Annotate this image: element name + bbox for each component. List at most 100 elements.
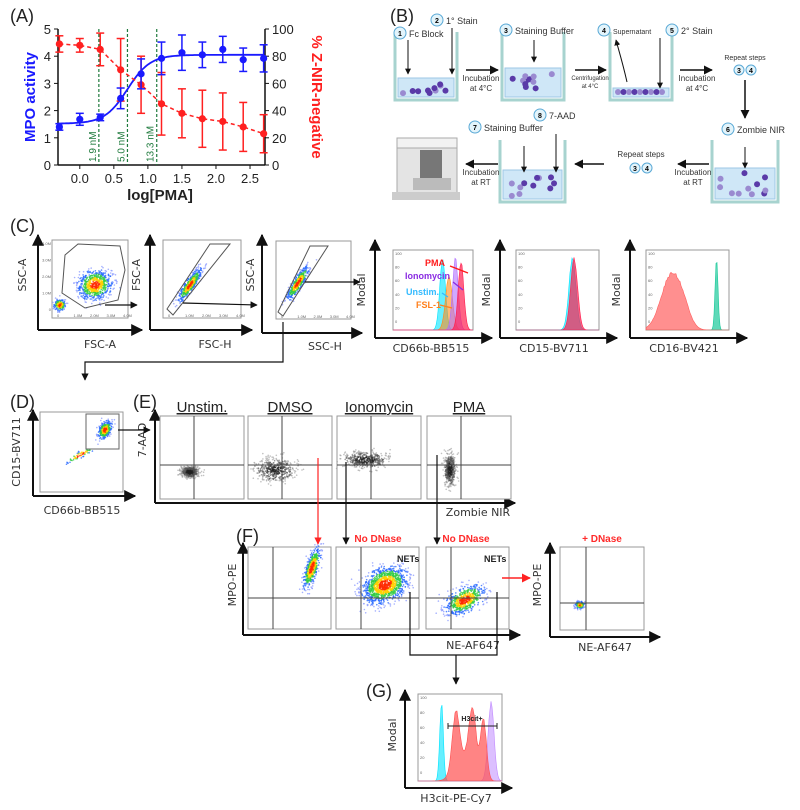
event-dot xyxy=(103,275,106,277)
event-dot xyxy=(100,280,102,282)
event-dot xyxy=(198,277,201,280)
event-dot xyxy=(202,474,205,477)
event-dot xyxy=(100,294,103,296)
event-dot xyxy=(82,274,84,276)
x-axis-label: log[PMA] xyxy=(127,187,193,204)
event-dot xyxy=(84,452,86,455)
event-dot xyxy=(271,456,273,458)
event-dot xyxy=(107,268,110,271)
cell-icon xyxy=(745,185,752,192)
step-badge: 4 xyxy=(645,166,649,173)
cell-icon xyxy=(400,90,407,97)
event-dot xyxy=(277,470,280,473)
x-tick-label: 0.5 xyxy=(105,171,123,186)
event-dot xyxy=(267,477,269,479)
tick-label: 3.0M xyxy=(107,313,116,318)
event-dot xyxy=(319,554,322,557)
mpo-point xyxy=(157,54,166,62)
event-dot xyxy=(449,467,452,469)
event-dot xyxy=(188,281,191,283)
event-dot xyxy=(315,562,318,564)
cell-icon xyxy=(508,180,515,187)
plot-frame xyxy=(247,415,333,500)
event-dot xyxy=(280,453,282,455)
event-dot xyxy=(449,490,452,492)
event-dot xyxy=(101,429,103,431)
event-dot xyxy=(76,456,79,459)
event-dot xyxy=(187,282,189,285)
tick-label: 4.0M xyxy=(236,313,245,318)
event-dot xyxy=(346,459,349,462)
mpo-point xyxy=(178,49,186,57)
event-dot xyxy=(107,279,110,281)
event-dot xyxy=(445,469,448,472)
event-dot xyxy=(289,296,292,299)
event-dot xyxy=(304,589,307,592)
event-dot xyxy=(450,452,452,455)
event-dot xyxy=(321,558,324,560)
event-dot xyxy=(89,277,92,279)
mpo-point xyxy=(76,115,84,123)
event-dot xyxy=(308,583,311,586)
step-number: 7 xyxy=(473,125,477,132)
event-dot xyxy=(269,455,272,457)
event-dot xyxy=(301,275,304,277)
event-dot xyxy=(78,271,81,273)
event-dot xyxy=(180,293,183,296)
event-dot xyxy=(293,470,296,472)
event-dot xyxy=(179,293,181,296)
event-dot xyxy=(355,449,357,451)
event-dot xyxy=(268,478,271,480)
event-dot xyxy=(375,469,377,472)
legend-fsl1: FSL-1 xyxy=(416,300,441,310)
event-dot xyxy=(282,481,285,483)
event-dot xyxy=(98,285,101,288)
event-dot xyxy=(78,280,80,283)
event-dot xyxy=(185,293,187,295)
cell-icon xyxy=(442,87,449,94)
event-dot xyxy=(189,279,192,282)
event-dot xyxy=(89,292,91,295)
event-dot xyxy=(97,290,100,292)
event-dot xyxy=(457,452,460,454)
event-dot xyxy=(446,452,449,455)
event-dot xyxy=(361,455,364,457)
y-tick-label-left: 4 xyxy=(44,49,51,64)
cell-pellet xyxy=(648,89,654,95)
y-tick-label-right: 20 xyxy=(272,131,286,146)
event-dot xyxy=(293,290,296,293)
event-dot xyxy=(195,276,198,279)
event-dot xyxy=(335,467,338,470)
event-dot xyxy=(111,420,114,423)
event-dot xyxy=(265,458,268,461)
event-dot xyxy=(80,452,82,455)
event-dot xyxy=(377,457,380,459)
event-dot xyxy=(301,588,304,590)
event-dot xyxy=(301,581,303,583)
tube-icon xyxy=(393,32,459,102)
event-dot xyxy=(188,282,190,285)
event-dot xyxy=(358,466,361,468)
step-number: 8 xyxy=(538,113,542,120)
x-tick-label: 2.0 xyxy=(207,171,225,186)
event-dot xyxy=(107,288,109,290)
event-dot xyxy=(303,582,306,585)
legend-pma: PMA xyxy=(425,258,446,268)
gate-arrow xyxy=(182,301,258,309)
event-dot xyxy=(449,480,452,483)
event-dot xyxy=(77,450,80,453)
repeat-badges-1: 3 4 xyxy=(733,64,757,76)
event-dot xyxy=(194,279,197,282)
event-dot xyxy=(88,295,91,297)
znir-point xyxy=(198,115,206,123)
event-dot xyxy=(186,279,189,282)
event-dot xyxy=(111,274,114,276)
event-dot xyxy=(184,473,187,475)
cell-icon xyxy=(521,180,528,187)
event-dot xyxy=(73,455,75,458)
event-dot xyxy=(197,265,200,268)
event-dot xyxy=(308,572,311,574)
y-tick-label-right: 40 xyxy=(272,104,286,119)
cell-icon xyxy=(534,174,541,181)
